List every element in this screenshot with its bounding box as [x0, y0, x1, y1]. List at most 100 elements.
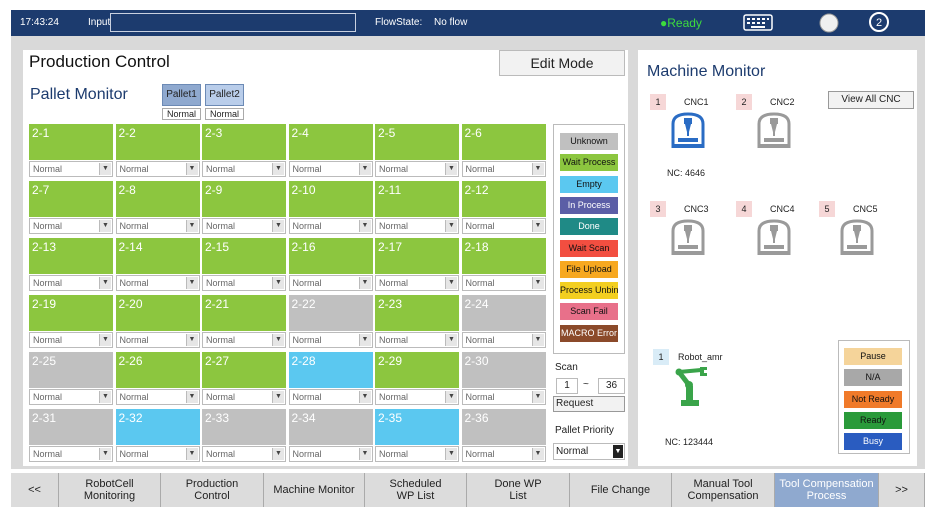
- pallet-cell-mode-select[interactable]: Normal ▼: [375, 275, 459, 291]
- bottom-tab[interactable]: <<: [11, 473, 59, 507]
- pallet-cell-mode-select[interactable]: Normal ▼: [29, 218, 113, 234]
- user-icon[interactable]: 2: [868, 11, 890, 35]
- pallet-cell-label[interactable]: 2-14: [115, 238, 200, 274]
- pallet-cell-mode-select[interactable]: Normal ▼: [461, 218, 546, 234]
- chevron-down-icon[interactable]: ▼: [272, 391, 284, 403]
- pallet-cell-mode-select[interactable]: Normal ▼: [202, 275, 286, 291]
- pallet-cell-label[interactable]: 2-17: [375, 238, 459, 274]
- pallet-cell-mode-select[interactable]: Normal ▼: [461, 332, 546, 348]
- bottom-tab[interactable]: Done WP List: [467, 473, 570, 507]
- pallet-cell[interactable]: 2-31 Normal ▼: [29, 409, 113, 466]
- pallet-cell-mode-select[interactable]: Normal ▼: [115, 218, 200, 234]
- chevron-down-icon[interactable]: ▼: [358, 448, 371, 460]
- pallet-cell-label[interactable]: 2-8: [115, 181, 200, 217]
- pallet-cell-mode-select[interactable]: Normal ▼: [288, 389, 373, 405]
- pallet-cell[interactable]: 2-33 Normal ▼: [202, 409, 286, 466]
- pallet-cell[interactable]: 2-22 Normal ▼: [288, 295, 373, 352]
- chevron-down-icon[interactable]: ▼: [445, 277, 457, 289]
- pallet-cell-label[interactable]: 2-33: [202, 409, 286, 445]
- pallet-cell-label[interactable]: 2-20: [115, 295, 200, 331]
- pallet-cell-label[interactable]: 2-36: [461, 409, 546, 445]
- pallet-cell[interactable]: 2-7 Normal ▼: [29, 181, 113, 238]
- pallet-cell-label[interactable]: 2-25: [29, 352, 113, 388]
- chevron-down-icon[interactable]: ▼: [272, 277, 284, 289]
- bottom-tab[interactable]: Tool Compensation Process: [775, 473, 879, 507]
- pallet1-button[interactable]: Pallet1: [162, 84, 201, 106]
- chevron-down-icon[interactable]: ▼: [99, 334, 111, 346]
- pallet-cell-label[interactable]: 2-16: [288, 238, 373, 274]
- pallet-cell-mode-select[interactable]: Normal ▼: [375, 446, 459, 462]
- pallet-cell-label[interactable]: 2-35: [375, 409, 459, 445]
- scan-from-input[interactable]: 1: [556, 378, 578, 394]
- pallet-cell[interactable]: 2-5 Normal ▼: [375, 124, 459, 181]
- pallet-cell-label[interactable]: 2-5: [375, 124, 459, 160]
- pallet-cell[interactable]: 2-12 Normal ▼: [461, 181, 546, 238]
- cnc-machine-icon[interactable]: [754, 217, 794, 257]
- pallet-cell-mode-select[interactable]: Normal ▼: [29, 332, 113, 348]
- request-button[interactable]: Request: [553, 396, 625, 412]
- pallet-cell[interactable]: 2-35 Normal ▼: [375, 409, 459, 466]
- pallet-cell-label[interactable]: 2-34: [288, 409, 373, 445]
- pallet-cell-label[interactable]: 2-32: [115, 409, 200, 445]
- chevron-down-icon[interactable]: ▼: [531, 277, 544, 289]
- pallet-cell-mode-select[interactable]: Normal ▼: [115, 389, 200, 405]
- pallet-cell-mode-select[interactable]: Normal ▼: [461, 446, 546, 462]
- chevron-down-icon[interactable]: ▼: [185, 277, 198, 289]
- pallet-cell[interactable]: 2-6 Normal ▼: [461, 124, 546, 181]
- pallet-cell[interactable]: 2-16 Normal ▼: [288, 238, 373, 295]
- chevron-down-icon[interactable]: ▼: [358, 220, 371, 232]
- pallet-cell-mode-select[interactable]: Normal ▼: [115, 446, 200, 462]
- pallet-cell-label[interactable]: 2-26: [115, 352, 200, 388]
- pallet-cell-label[interactable]: 2-19: [29, 295, 113, 331]
- pallet-cell[interactable]: 2-28 Normal ▼: [288, 352, 373, 409]
- pallet-cell[interactable]: 2-2 Normal ▼: [115, 124, 200, 181]
- pallet-cell[interactable]: 2-4 Normal ▼: [288, 124, 373, 181]
- pallet-cell[interactable]: 2-26 Normal ▼: [115, 352, 200, 409]
- chevron-down-icon[interactable]: ▼: [185, 334, 198, 346]
- chevron-down-icon[interactable]: ▼: [99, 220, 111, 232]
- pallet-cell-mode-select[interactable]: Normal ▼: [29, 389, 113, 405]
- pallet-cell[interactable]: 2-11 Normal ▼: [375, 181, 459, 238]
- scan-to-input[interactable]: 36: [598, 378, 625, 394]
- chevron-down-icon[interactable]: ▼: [445, 220, 457, 232]
- pallet-cell[interactable]: 2-30 Normal ▼: [461, 352, 546, 409]
- pallet-cell[interactable]: 2-29 Normal ▼: [375, 352, 459, 409]
- pallet-cell-label[interactable]: 2-23: [375, 295, 459, 331]
- pallet-cell[interactable]: 2-27 Normal ▼: [202, 352, 286, 409]
- pallet-cell-label[interactable]: 2-18: [461, 238, 546, 274]
- pallet-cell-mode-select[interactable]: Normal ▼: [202, 446, 286, 462]
- edit-mode-button[interactable]: Edit Mode: [499, 50, 625, 76]
- pallet-cell-label[interactable]: 2-12: [461, 181, 546, 217]
- chevron-down-icon[interactable]: ▼: [531, 391, 544, 403]
- pallet-cell-mode-select[interactable]: Normal ▼: [29, 446, 113, 462]
- pallet-cell-mode-select[interactable]: Normal ▼: [288, 275, 373, 291]
- cnc-machine-icon[interactable]: [668, 110, 708, 150]
- pallet-cell-label[interactable]: 2-27: [202, 352, 286, 388]
- chevron-down-icon[interactable]: ▼: [99, 163, 111, 175]
- pallet-cell-mode-select[interactable]: Normal ▼: [461, 275, 546, 291]
- pallet-cell-label[interactable]: 2-29: [375, 352, 459, 388]
- chevron-down-icon[interactable]: ▼: [99, 448, 111, 460]
- pallet-cell-mode-select[interactable]: Normal ▼: [375, 218, 459, 234]
- chevron-down-icon[interactable]: ▼: [531, 448, 544, 460]
- pallet-cell-label[interactable]: 2-7: [29, 181, 113, 217]
- pallet-cell-mode-select[interactable]: Normal ▼: [202, 389, 286, 405]
- pallet-cell-label[interactable]: 2-31: [29, 409, 113, 445]
- pallet-cell-mode-select[interactable]: Normal ▼: [461, 161, 546, 177]
- chevron-down-icon[interactable]: ▼: [358, 277, 371, 289]
- bottom-tab[interactable]: Scheduled WP List: [365, 473, 467, 507]
- chevron-down-icon[interactable]: ▼: [99, 277, 111, 289]
- pallet-cell[interactable]: 2-19 Normal ▼: [29, 295, 113, 352]
- bottom-tab[interactable]: Production Control: [161, 473, 264, 507]
- pallet-cell[interactable]: 2-18 Normal ▼: [461, 238, 546, 295]
- pallet-cell[interactable]: 2-15 Normal ▼: [202, 238, 286, 295]
- pallet-cell[interactable]: 2-10 Normal ▼: [288, 181, 373, 238]
- pallet-cell-mode-select[interactable]: Normal ▼: [288, 161, 373, 177]
- pallet-cell[interactable]: 2-13 Normal ▼: [29, 238, 113, 295]
- pallet-cell-label[interactable]: 2-1: [29, 124, 113, 160]
- bottom-tab[interactable]: RobotCell Monitoring: [59, 473, 161, 507]
- pallet-cell-label[interactable]: 2-3: [202, 124, 286, 160]
- pallet-cell-label[interactable]: 2-6: [461, 124, 546, 160]
- cnc-machine-icon[interactable]: [668, 217, 708, 257]
- pallet-cell-mode-select[interactable]: Normal ▼: [115, 161, 200, 177]
